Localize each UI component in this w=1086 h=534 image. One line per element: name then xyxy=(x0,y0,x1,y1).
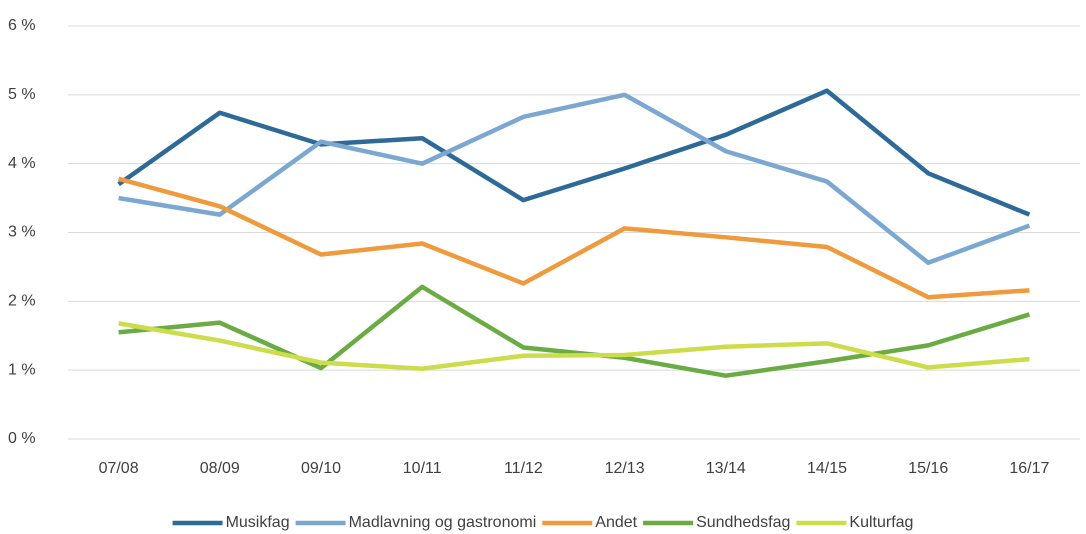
y-tick-label: 1 % xyxy=(8,361,36,378)
x-tick-label: 13/14 xyxy=(706,460,746,477)
x-tick-label: 16/17 xyxy=(1009,460,1049,477)
x-tick-label: 11/12 xyxy=(504,460,543,477)
legend-label: Kulturfag xyxy=(849,514,913,531)
x-tick-label: 08/09 xyxy=(200,460,240,477)
series-line xyxy=(118,92,1031,266)
legend-label: Andet xyxy=(595,514,637,531)
y-tick-label: 3 % xyxy=(8,224,36,241)
x-tick-label: 10/11 xyxy=(403,460,442,477)
x-tick-label: 09/10 xyxy=(301,460,341,477)
y-tick-label: 4 % xyxy=(8,155,36,172)
y-tick-label: 2 % xyxy=(8,293,36,310)
x-tick-label: 14/15 xyxy=(807,460,847,477)
x-tick-label: 12/13 xyxy=(605,460,645,477)
y-tick-label: 6 % xyxy=(8,17,36,34)
series-line xyxy=(118,321,1030,372)
x-tick-label: 15/16 xyxy=(908,460,948,477)
legend-label: Sundhedsfag xyxy=(696,514,790,531)
series-line xyxy=(118,284,1031,378)
series-line xyxy=(118,176,1030,300)
series-line xyxy=(117,88,1031,217)
x-tick-label: 07/08 xyxy=(99,460,139,477)
legend-label: Madlavning og gastronomi xyxy=(349,514,537,531)
y-tick-label: 0 % xyxy=(8,430,36,447)
y-tick-label: 5 % xyxy=(8,86,36,103)
legend-label: Musikfag xyxy=(226,514,290,531)
